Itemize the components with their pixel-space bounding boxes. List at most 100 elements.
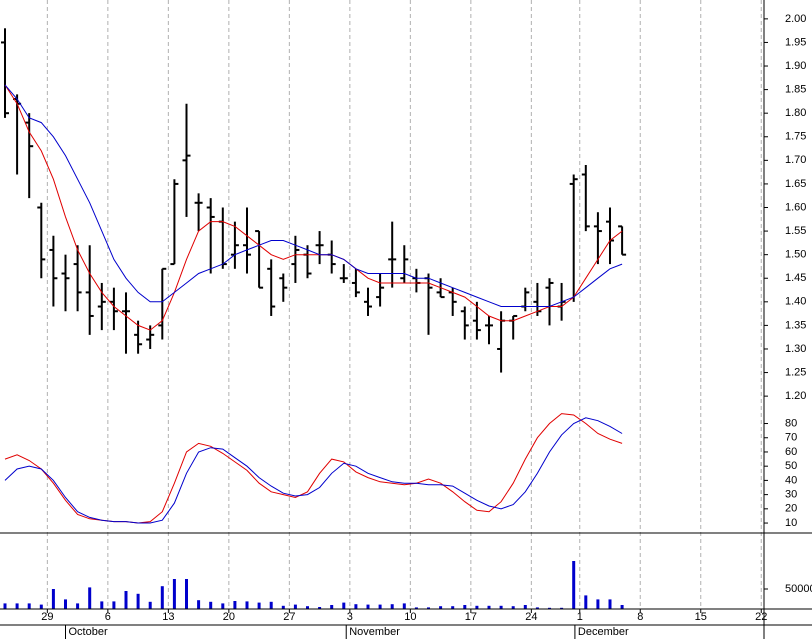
y-tick-label: 10 [785,517,797,529]
volume-bar [330,605,334,609]
month-label: December [578,626,629,638]
line-series [4,84,623,331]
x-tick-label: 24 [525,611,537,623]
y-tick-label: 1.35 [785,319,806,331]
volume-bar [620,605,624,609]
volume-bar [596,599,600,609]
volume-bar [511,606,515,609]
volume-bar [366,604,370,609]
volume-bar [27,603,31,609]
volume-bar [51,589,55,609]
x-tick-label: 27 [283,611,295,623]
x-tick-label: 29 [41,611,53,623]
x-tick-label: 15 [695,611,707,623]
volume-bar [560,607,564,609]
y-tick-label: 2.00 [785,13,806,25]
x-tick-label: 22 [755,611,767,623]
y-tick-label: 1.20 [785,390,806,402]
y-tick-label: 30 [785,489,797,501]
volume-bar [535,607,539,609]
volume-bar [427,607,430,609]
y-tick-label: 1.30 [785,343,806,355]
y-tick-label: 1.80 [785,107,806,119]
y-tick-label: 1.50 [785,249,806,261]
y-tick-label: 1.25 [785,366,806,378]
volume-bar [15,603,19,609]
volume-bar [475,605,479,609]
volume-bar [390,604,394,609]
volume-bar [584,595,588,609]
grid [46,0,762,609]
volume-bar [548,607,551,609]
volume-bar [185,579,188,609]
volume-bar [269,601,273,609]
volume-bar [354,604,358,609]
volume-bar [293,604,297,609]
month-label: November [349,626,400,638]
volume-bar [76,603,80,609]
y-tick-label: 20 [785,503,797,515]
month-label: October [69,626,108,638]
volume-bar [39,604,43,609]
y-tick-label: 40 [785,474,797,486]
x-tick-label: 1 [577,611,583,623]
volume-bar [245,601,249,609]
x-tick-label: 10 [404,611,416,623]
volume-bar [160,586,164,609]
line-series [4,417,623,524]
volume-bar [463,605,467,609]
y-tick-label: 1.45 [785,272,806,284]
volume-bar [378,604,382,609]
volume-bar [197,600,201,609]
x-tick-label: 6 [105,611,111,623]
volume-bar [306,606,309,609]
y-tick-label: 1.40 [785,296,806,308]
x-tick-label: 13 [162,611,174,623]
volume-bar [124,591,128,609]
volume-bar [608,599,612,609]
volume-bar [523,605,527,609]
volume-bar [318,607,322,609]
volume-bar [257,602,261,609]
volume-bar [451,606,455,609]
x-tick-label: 20 [223,611,235,623]
volume-bar [233,601,237,609]
volume-bar [281,605,285,609]
volume-bar [221,603,225,609]
volume-bar [209,601,213,609]
volume-bar [88,587,92,609]
y-tick-label: 1.55 [785,225,806,237]
volume-bar [112,601,116,609]
volume-bar [64,599,67,609]
volume-bar [172,579,176,609]
y-tick-label: 1.90 [785,60,806,72]
y-tick-label: 80 [785,417,797,429]
volume-bar [148,601,152,609]
y-tick-label: 1.85 [785,84,806,96]
x-tick-label: 8 [637,611,643,623]
y-tick-label: 1.75 [785,131,806,143]
volume-bar [136,593,140,609]
y-tick-label: 1.60 [785,201,806,213]
volume-bar [572,561,576,609]
y-tick-label: 60 [785,446,797,458]
volume-bar [499,605,503,609]
y-tick-label: 50000 [785,583,812,595]
volume-bar [100,601,104,609]
volume-bar [342,602,346,609]
y-tick-label: 1.65 [785,178,806,190]
volume-bar [439,606,443,609]
y-tick-label: 70 [785,432,797,444]
y-tick-label: 1.95 [785,36,806,48]
volume-bar [402,603,406,609]
plot: 1.20 1.25 1.30 1.35 1.40 1.45 1.50 1.55 1.60 1.65… [1,13,812,639]
y-tick-label: 1.70 [785,154,806,166]
volume-bar [3,603,7,609]
volume-bar [414,607,418,609]
line-series [4,84,623,307]
x-tick-label: 3 [347,611,353,623]
x-tick-label: 17 [465,611,477,623]
volume-bar [487,605,491,609]
